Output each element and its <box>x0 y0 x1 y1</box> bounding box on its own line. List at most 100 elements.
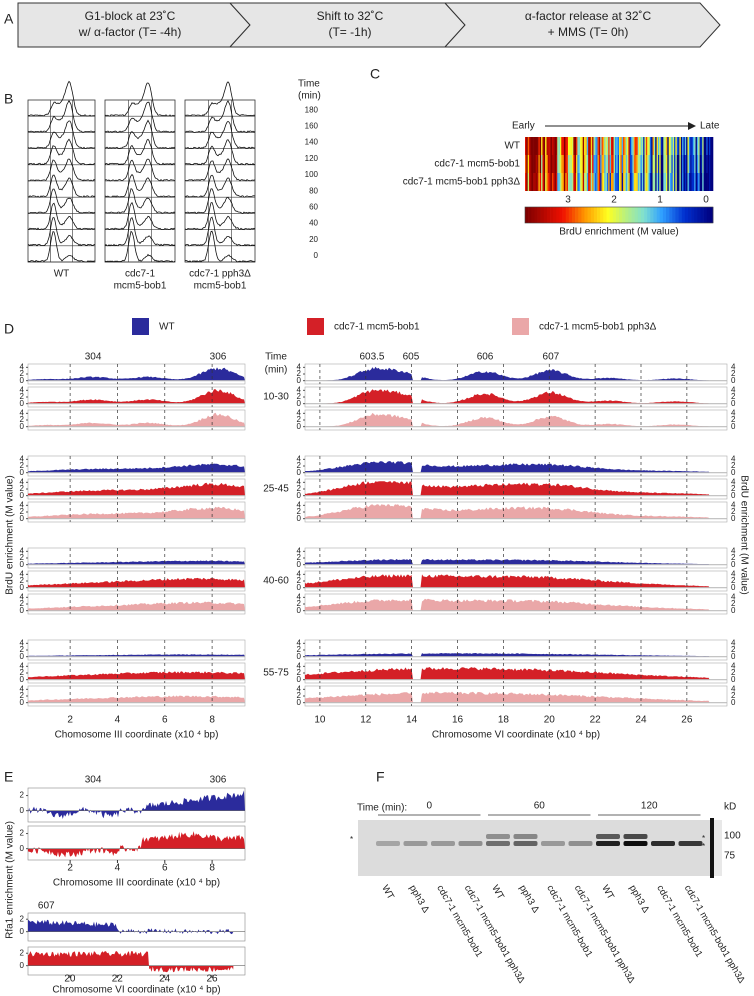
origin-label: 607 <box>38 901 55 912</box>
heat-cell <box>691 173 694 191</box>
y-tick-label: 4 <box>20 592 25 601</box>
enrichment-profile <box>305 412 710 427</box>
heat-cell <box>581 173 584 191</box>
heat-cell <box>645 155 648 173</box>
enrichment-profile <box>305 366 710 381</box>
heat-cell <box>562 137 565 155</box>
heat-cell <box>586 173 589 191</box>
y-tick-label: 4 <box>297 362 302 371</box>
y-tick-label: 4 <box>297 477 302 486</box>
heat-cell <box>684 137 687 155</box>
heat-cell <box>649 173 652 191</box>
heat-cell <box>567 155 570 173</box>
marker-label: 100 <box>724 831 741 842</box>
colorbar-cell <box>647 207 651 223</box>
heat-cell <box>557 137 559 155</box>
heat-cell <box>597 137 600 155</box>
x-tick-label: 4 <box>115 863 121 874</box>
x-tick-label: 24 <box>635 715 647 726</box>
heat-cell <box>606 173 609 191</box>
heat-cell <box>683 155 686 173</box>
heat-cell <box>558 137 561 155</box>
blot-divider <box>710 818 714 878</box>
heat-cell <box>578 137 581 155</box>
strain-label: cdc7-1 pph3Δ <box>189 269 251 280</box>
heat-cell <box>703 155 706 173</box>
enrichment-profile <box>305 504 710 519</box>
heat-cell <box>550 173 553 191</box>
unit-label: kD <box>724 802 736 813</box>
heat-cell <box>617 137 620 155</box>
x-tick-label: 14 <box>406 715 418 726</box>
y-tick-label: 2 <box>297 392 302 401</box>
band <box>568 841 593 846</box>
y-tick-label: 0 <box>20 491 25 500</box>
heat-cell <box>585 137 588 155</box>
colorbar-tick: 1 <box>657 195 663 206</box>
heat-cell <box>652 155 655 173</box>
x-tick-label: 6 <box>162 715 168 726</box>
y-tick-label: 0 <box>20 606 25 615</box>
heat-cell <box>541 137 543 155</box>
heat-cell <box>585 173 588 191</box>
heat-cell <box>659 155 661 173</box>
heat-cell <box>609 173 612 191</box>
x-axis-label: Chromosome VI coordinate (x10 ⁴ bp) <box>432 730 600 741</box>
heat-cell <box>679 155 682 173</box>
y-tick-label: 2 <box>20 599 25 608</box>
heat-cell <box>529 137 531 155</box>
y-tick-label: 2 <box>20 948 25 957</box>
heat-cell <box>661 173 664 191</box>
y-tick-label: 0 <box>297 376 302 385</box>
heat-cell <box>612 155 614 173</box>
histogram-curve <box>184 188 256 214</box>
heat-cell <box>577 173 580 191</box>
enrichment-profile <box>305 481 710 496</box>
heat-cell <box>554 173 557 191</box>
heat-cell <box>651 173 653 191</box>
colorbar-cell <box>644 207 648 223</box>
heat-cell <box>635 173 637 191</box>
heat-cell <box>647 155 649 173</box>
panel-label: A <box>4 11 14 27</box>
heat-cell <box>537 173 539 191</box>
y-tick-label: 2 <box>297 599 302 608</box>
heat-cell <box>590 155 593 173</box>
heat-cell <box>668 155 671 173</box>
y-tick-label: 0 <box>731 376 736 385</box>
y-tick-label: 4 <box>297 592 302 601</box>
colorbar-cell <box>687 207 692 223</box>
enrichment-profile <box>28 951 234 973</box>
colorbar-cell <box>653 207 657 223</box>
colorbar-cell <box>556 207 560 223</box>
heat-cell <box>682 137 684 155</box>
colorbar-cell <box>631 207 635 223</box>
heat-cell <box>643 137 645 155</box>
histogram-curve <box>184 81 256 117</box>
colorbar-cell <box>684 207 689 223</box>
heat-cell <box>664 137 667 155</box>
y-tick-label: 2 <box>20 392 25 401</box>
histogram-curve <box>104 138 176 166</box>
histogram-curve <box>104 101 176 133</box>
y-tick-label: 2 <box>731 484 736 493</box>
y-tick-label: 0 <box>731 583 736 592</box>
heat-cell <box>691 155 694 173</box>
heat-cell <box>570 173 573 191</box>
heat-cell <box>573 155 575 173</box>
enrichment-profile <box>305 574 710 588</box>
colorbar-cell <box>559 207 563 223</box>
heat-cell <box>529 173 531 191</box>
y-tick-label: 2 <box>20 914 25 923</box>
x-tick-label: 20 <box>64 974 76 985</box>
y-tick-label: 0 <box>20 961 25 970</box>
y-tick-label: 0 <box>297 399 302 408</box>
row-label: WT <box>504 141 520 152</box>
y-axis-label: BrdU enrichment (M value) <box>738 475 749 594</box>
y-tick-label: 0 <box>20 422 25 431</box>
strain-label: cdc7-1 <box>125 269 155 280</box>
time-label: 80 <box>309 186 318 195</box>
heat-cell <box>565 155 567 173</box>
heat-cell <box>606 155 609 173</box>
y-tick-label: 0 <box>297 583 302 592</box>
